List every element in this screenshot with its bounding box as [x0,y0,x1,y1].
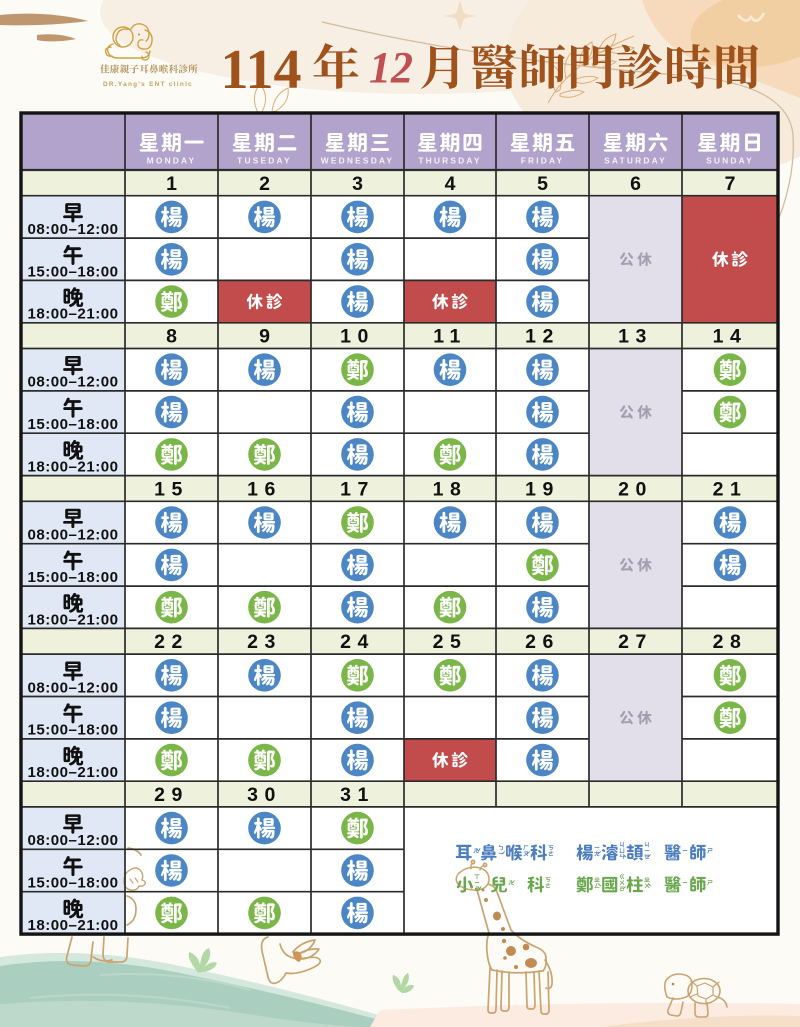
svg-text:14: 14 [713,326,748,348]
svg-text:2: 2 [259,173,270,195]
svg-text:THURSDAY: THURSDAY [418,155,481,165]
svg-text:11: 11 [433,326,467,348]
svg-text:19: 19 [525,478,560,500]
svg-text:10: 10 [340,326,375,348]
svg-text:3: 3 [352,173,363,195]
svg-text:08:00–12:00: 08:00–12:00 [27,527,118,544]
svg-text:08:00–12:00: 08:00–12:00 [27,679,118,696]
svg-text:27: 27 [618,631,653,653]
svg-text:29: 29 [154,784,189,806]
svg-text:22: 22 [154,631,189,653]
svg-text:4: 4 [445,173,456,195]
svg-text:SUNDAY: SUNDAY [706,155,754,165]
svg-text:17: 17 [340,478,375,500]
svg-text:MONDAY: MONDAY [147,155,197,165]
svg-text:15:00–18:00: 15:00–18:00 [27,569,118,586]
svg-text:6: 6 [630,173,641,195]
svg-text:FRIDAY: FRIDAY [521,155,565,165]
svg-text:9: 9 [259,326,270,348]
svg-text:26: 26 [525,631,560,653]
svg-text:30: 30 [247,784,282,806]
svg-text:15:00–18:00: 15:00–18:00 [27,722,118,739]
svg-text:18: 18 [433,478,468,500]
svg-text:24: 24 [340,631,375,653]
svg-text:18:00–21:00: 18:00–21:00 [27,917,118,934]
svg-text:5: 5 [537,173,548,195]
svg-text:DR.Yang's ENT clinic: DR.Yang's ENT clinic [103,81,193,88]
svg-text:SATURDAY: SATURDAY [604,155,667,165]
svg-text:1: 1 [166,173,177,195]
svg-text:15:00–18:00: 15:00–18:00 [27,416,118,433]
svg-text:18:00–21:00: 18:00–21:00 [27,306,118,323]
svg-text:114: 114 [221,39,302,101]
svg-text:13: 13 [618,326,653,348]
svg-text:21: 21 [713,478,748,500]
svg-text:25: 25 [433,631,468,653]
svg-text:08:00–12:00: 08:00–12:00 [27,832,118,849]
svg-text:08:00–12:00: 08:00–12:00 [27,221,118,238]
svg-text:8: 8 [166,326,177,348]
svg-text:TUSEDAY: TUSEDAY [237,155,292,165]
svg-text:WEDNESDAY: WEDNESDAY [321,155,394,165]
svg-text:15:00–18:00: 15:00–18:00 [27,875,118,892]
svg-text:20: 20 [618,478,653,500]
svg-text:23: 23 [247,631,282,653]
svg-text:28: 28 [713,631,748,653]
svg-text:12: 12 [369,43,413,92]
svg-text:18:00–21:00: 18:00–21:00 [27,611,118,628]
svg-text:31: 31 [340,784,375,806]
svg-text:12: 12 [525,326,560,348]
svg-text:7: 7 [725,173,736,195]
svg-text:15: 15 [154,478,189,500]
svg-text:16: 16 [247,478,282,500]
svg-text:08:00–12:00: 08:00–12:00 [27,374,118,391]
svg-text:15:00–18:00: 15:00–18:00 [27,263,118,280]
svg-text:18:00–21:00: 18:00–21:00 [27,458,118,475]
svg-text:18:00–21:00: 18:00–21:00 [27,764,118,781]
